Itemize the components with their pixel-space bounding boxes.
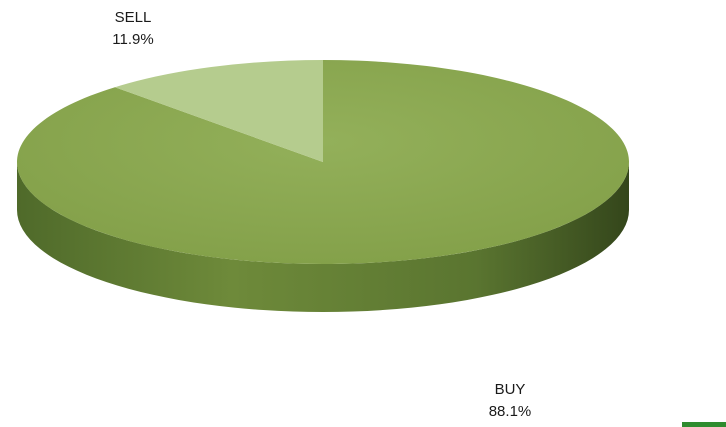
label-buy-value: 88.1% xyxy=(489,403,532,420)
label-sell-name: SELL xyxy=(115,9,152,26)
pie-slice-sell xyxy=(114,60,323,162)
pie-side-wall xyxy=(17,162,629,312)
label-sell-value: 11.9% xyxy=(112,31,153,48)
label-buy-name: BUY xyxy=(495,381,526,398)
accent-bar xyxy=(682,422,726,427)
